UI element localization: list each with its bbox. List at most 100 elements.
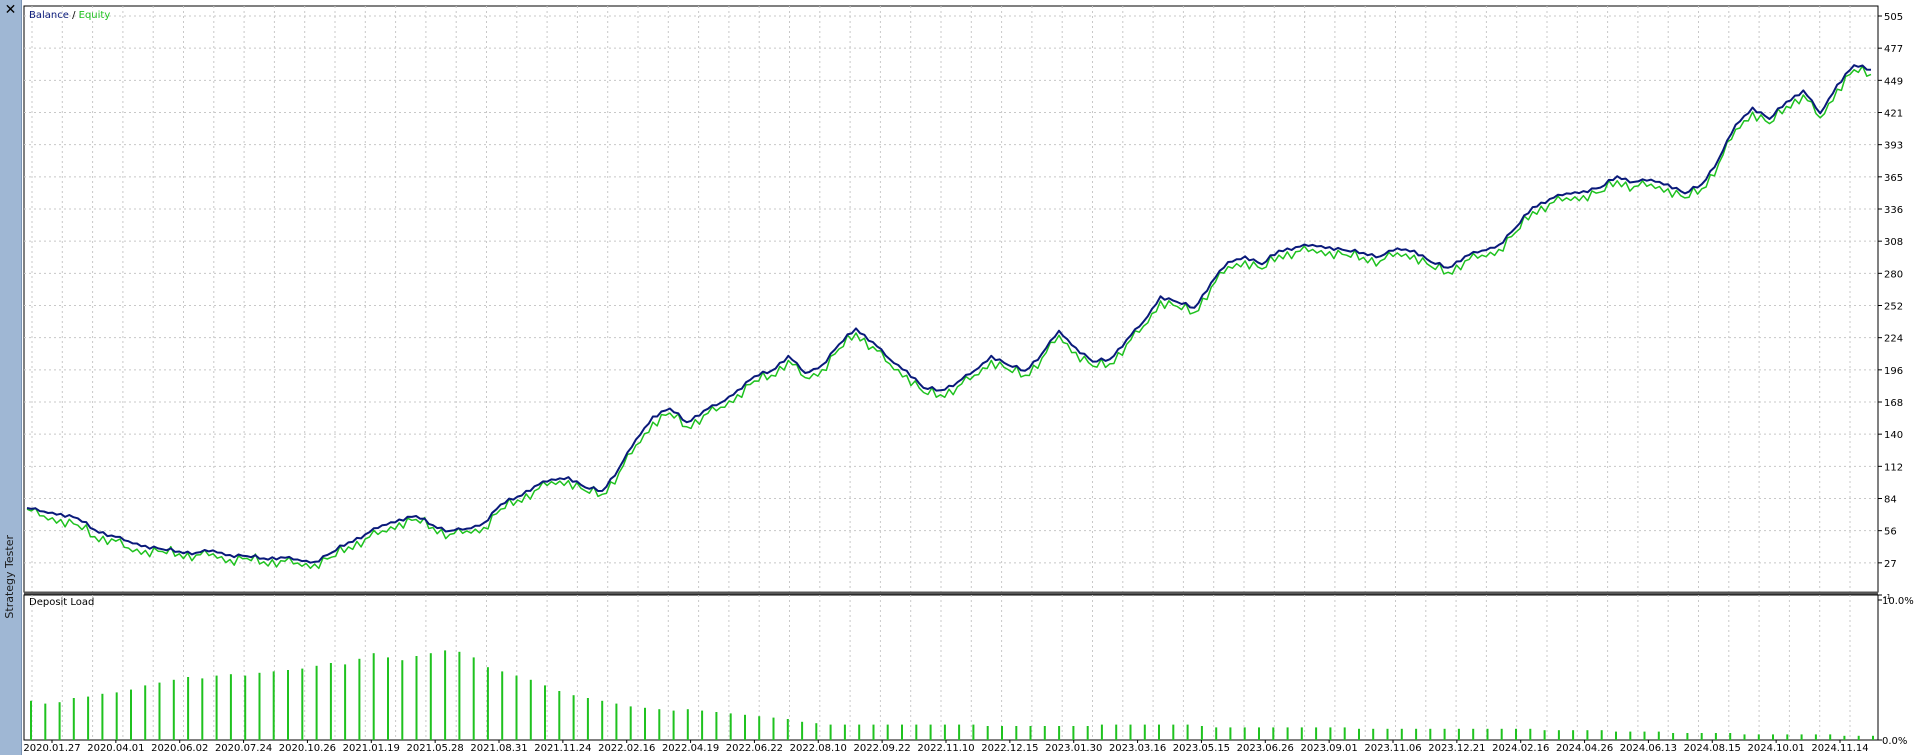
deposit-bar	[772, 717, 775, 740]
deposit-bar	[1500, 728, 1503, 740]
deposit-bar	[1814, 734, 1817, 740]
deposit-bar	[686, 709, 689, 740]
y-tick-label: 308	[1884, 237, 1903, 248]
y-tick-label: 280	[1884, 269, 1903, 280]
x-tick-label: 2021.08.31	[470, 743, 527, 754]
deposit-bar	[1100, 724, 1103, 740]
x-tick-label: 2022.04.19	[662, 743, 719, 754]
y-tick-label: 252	[1884, 302, 1903, 313]
deposit-bar	[1172, 724, 1175, 740]
deposit-bar	[1872, 735, 1874, 740]
x-tick-label: 2020.07.24	[215, 743, 272, 754]
deposit-bar	[172, 679, 175, 740]
deposit-bar	[1386, 728, 1389, 740]
y-tick-label: 196	[1884, 366, 1903, 377]
deposit-bar	[1015, 726, 1018, 740]
deposit-bar	[1215, 727, 1218, 740]
deposit-bar	[244, 675, 247, 740]
legend: Balance / Equity	[29, 10, 110, 21]
deposit-bar	[572, 695, 575, 740]
deposit-bar	[58, 702, 61, 740]
deposit-bar	[644, 707, 646, 740]
x-tick-label: 2023.01.30	[1045, 743, 1102, 754]
deposit-bar	[958, 724, 961, 740]
deposit-bar	[786, 719, 789, 740]
deposit-bar	[201, 678, 204, 740]
deposit-bar	[1115, 724, 1118, 740]
x-tick-label: 2023.09.01	[1301, 743, 1358, 754]
close-button[interactable]: ✕	[4, 2, 17, 18]
deposit-bar	[901, 724, 903, 740]
deposit-bar	[301, 668, 304, 740]
deposit-bar	[1229, 727, 1232, 740]
deposit-bar	[929, 724, 932, 740]
deposit-bar	[1772, 734, 1774, 740]
tester-sidebar: ✕ Strategy Tester	[0, 0, 22, 755]
deposit-bar	[1329, 727, 1332, 740]
deposit-bar	[401, 660, 404, 740]
deposit-bar	[886, 724, 889, 740]
deposit-bar	[1372, 728, 1375, 740]
deposit-bar	[315, 665, 318, 740]
x-tick-label: 2021.01.19	[343, 743, 400, 754]
x-tick-label: 2022.09.22	[854, 743, 911, 754]
deposit-bar	[1400, 728, 1403, 740]
balance-line	[26, 64, 1872, 564]
deposit-bar	[672, 710, 675, 740]
x-tick-label: 2020.04.01	[87, 743, 144, 754]
y-tick-label: 224	[1884, 334, 1903, 345]
deposit-bar	[1857, 735, 1860, 740]
deposit-bar	[1186, 724, 1189, 740]
y-tick-label: 168	[1884, 398, 1903, 409]
x-tick-label: 2020.01.27	[23, 743, 80, 754]
x-tick-label: 2020.10.26	[279, 743, 336, 754]
deposit-bar	[558, 691, 561, 740]
deposit-bar	[1143, 724, 1146, 740]
deposit-bar	[1686, 733, 1689, 740]
deposit-bar	[158, 682, 161, 740]
deposit-bar	[701, 710, 704, 740]
deposit-bar	[130, 689, 132, 740]
y-tick-label: 477	[1884, 44, 1903, 55]
deposit-bar	[1129, 724, 1132, 740]
y-tick-label: 56	[1884, 527, 1897, 538]
y-tick-label: 421	[1884, 109, 1903, 120]
deposit-bar	[1286, 727, 1289, 740]
deposit-bar	[515, 675, 518, 740]
y-tick-label: 505	[1884, 12, 1903, 23]
deposit-bar	[415, 656, 418, 740]
deposit-bar	[258, 672, 261, 740]
main-y-axis: 505 477 449 421 393 365 336 308 280 252 224 196 168 1…	[1878, 12, 1903, 601]
deposit-bars	[30, 650, 1874, 740]
deposit-bar	[1200, 726, 1203, 740]
deposit-bar	[1700, 733, 1703, 740]
deposit-bar	[658, 709, 661, 740]
deposit-bar	[815, 723, 818, 740]
legend-separator: /	[69, 10, 79, 21]
deposit-bar	[472, 657, 475, 740]
deposit-bar	[1557, 730, 1560, 740]
deposit-bar	[1572, 730, 1575, 740]
deposit-bar	[544, 685, 546, 740]
deposit-bar	[1429, 728, 1432, 740]
deposit-bar	[972, 724, 975, 740]
deposit-bar	[1086, 726, 1089, 740]
x-tick-label: 2022.02.16	[598, 743, 655, 754]
deposit-bar	[115, 692, 118, 740]
deposit-bar	[915, 724, 918, 740]
deposit-bar	[943, 724, 946, 740]
legend-equity: Equity	[79, 10, 111, 21]
deposit-bar	[1529, 728, 1532, 740]
deposit-load-title: Deposit Load	[29, 597, 94, 608]
x-tick-label: 2023.03.16	[1109, 743, 1166, 754]
deposit-bar	[1786, 734, 1789, 740]
deposit-bar	[1415, 728, 1418, 740]
y-tick-label: 27	[1884, 559, 1897, 570]
y-tick-label: 140	[1884, 430, 1903, 441]
deposit-bar	[387, 657, 389, 740]
deposit-bar	[329, 663, 332, 740]
deposit-bar	[358, 658, 361, 740]
deposit-bar	[758, 716, 761, 740]
y-tick-label: 84	[1884, 495, 1897, 506]
